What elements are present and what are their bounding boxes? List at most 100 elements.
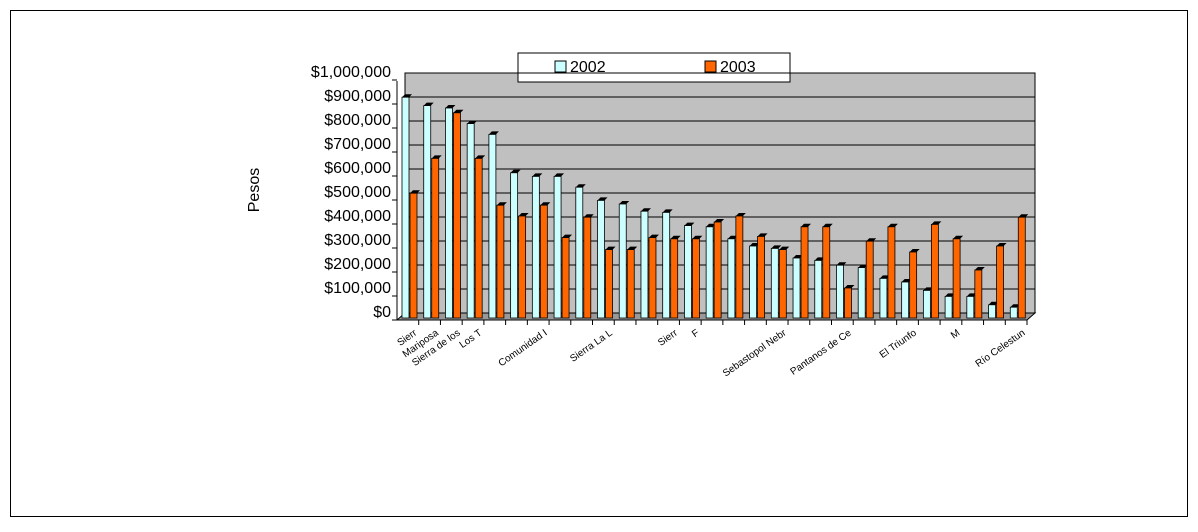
bar-top	[518, 213, 529, 216]
bar-top	[597, 197, 608, 201]
bar-top	[901, 279, 912, 282]
bar-top	[627, 246, 638, 250]
bar	[474, 157, 483, 319]
bar	[496, 204, 505, 319]
bar	[735, 215, 744, 319]
bar	[575, 186, 584, 319]
bar	[988, 304, 996, 319]
legend-label: 2002	[570, 59, 606, 76]
bar-top	[684, 222, 695, 226]
bar	[952, 238, 961, 319]
bar	[684, 225, 692, 319]
bar-top	[735, 213, 746, 216]
bar-top	[836, 262, 847, 266]
bar-top	[931, 221, 942, 225]
bar-top	[540, 202, 551, 206]
bar-top	[714, 219, 725, 222]
bar-top	[605, 246, 616, 250]
x-tick-label: F	[690, 328, 701, 341]
y-tick-label: $0	[373, 304, 391, 321]
bar	[423, 105, 432, 319]
bar-top	[554, 173, 565, 177]
bar-top	[575, 184, 586, 188]
bar-top	[706, 223, 717, 227]
bar-top	[1018, 214, 1029, 218]
y-tick-label: $800,000	[324, 112, 391, 129]
bar	[930, 223, 939, 319]
y-tick-label: $900,000	[324, 88, 391, 105]
y-tick-label: $400,000	[324, 208, 391, 225]
bar	[778, 249, 787, 319]
bar	[865, 240, 874, 319]
y-tick-label: $600,000	[324, 160, 391, 177]
bar	[561, 237, 570, 319]
bar-top	[662, 209, 673, 213]
bar-top	[445, 105, 456, 108]
bar-top	[844, 285, 855, 288]
bar-top	[966, 293, 977, 297]
bar	[1009, 306, 1018, 319]
bar	[401, 96, 410, 319]
bar	[822, 226, 831, 319]
bar	[597, 199, 605, 319]
y-tick-label: $300,000	[324, 232, 391, 249]
bar	[453, 112, 461, 319]
bar	[626, 249, 635, 319]
bar-top	[467, 120, 478, 124]
bar	[445, 107, 453, 319]
bar	[996, 245, 1004, 319]
legend-swatch	[704, 60, 717, 73]
y-tick-label: $700,000	[324, 136, 391, 153]
bar	[879, 277, 888, 319]
bar	[705, 226, 714, 319]
bar-top	[974, 267, 985, 270]
bar	[518, 215, 527, 319]
bar	[944, 295, 953, 319]
bar	[409, 192, 418, 319]
bar-top	[923, 287, 934, 291]
bar-top	[640, 208, 651, 212]
bar-top	[453, 109, 464, 113]
bar-top	[410, 190, 420, 194]
bar	[770, 247, 779, 319]
bar	[974, 269, 983, 319]
bar	[922, 289, 931, 319]
y-axis-label: Pesos	[246, 168, 263, 212]
legend-swatch	[554, 60, 567, 73]
bar-top	[749, 243, 760, 246]
bar	[539, 204, 548, 319]
bar	[757, 235, 765, 319]
bar	[662, 211, 671, 319]
bar	[887, 226, 896, 319]
bar-top	[814, 257, 825, 261]
bar-top	[779, 246, 790, 250]
bar-top	[648, 234, 659, 238]
bar-top	[945, 293, 956, 297]
bar-top	[562, 234, 573, 238]
bar-top	[822, 223, 833, 227]
bar-top	[619, 201, 630, 204]
bar	[583, 216, 592, 319]
bar-top	[423, 102, 434, 106]
bar-top	[801, 223, 812, 227]
bar	[670, 238, 679, 319]
bar	[510, 172, 519, 319]
bar-top	[727, 235, 738, 239]
bar-top	[475, 155, 486, 159]
bar	[488, 133, 497, 319]
bar	[966, 295, 975, 319]
bar	[553, 175, 562, 319]
bar	[531, 175, 540, 319]
bar-top	[532, 173, 543, 177]
bar	[792, 257, 801, 319]
bar	[640, 210, 649, 319]
bar-top	[402, 94, 412, 98]
bar-top	[988, 301, 999, 305]
bar	[749, 245, 757, 319]
bar-top	[757, 233, 768, 237]
bar-top	[793, 255, 804, 258]
bar-top	[887, 223, 898, 227]
bar	[836, 264, 844, 319]
